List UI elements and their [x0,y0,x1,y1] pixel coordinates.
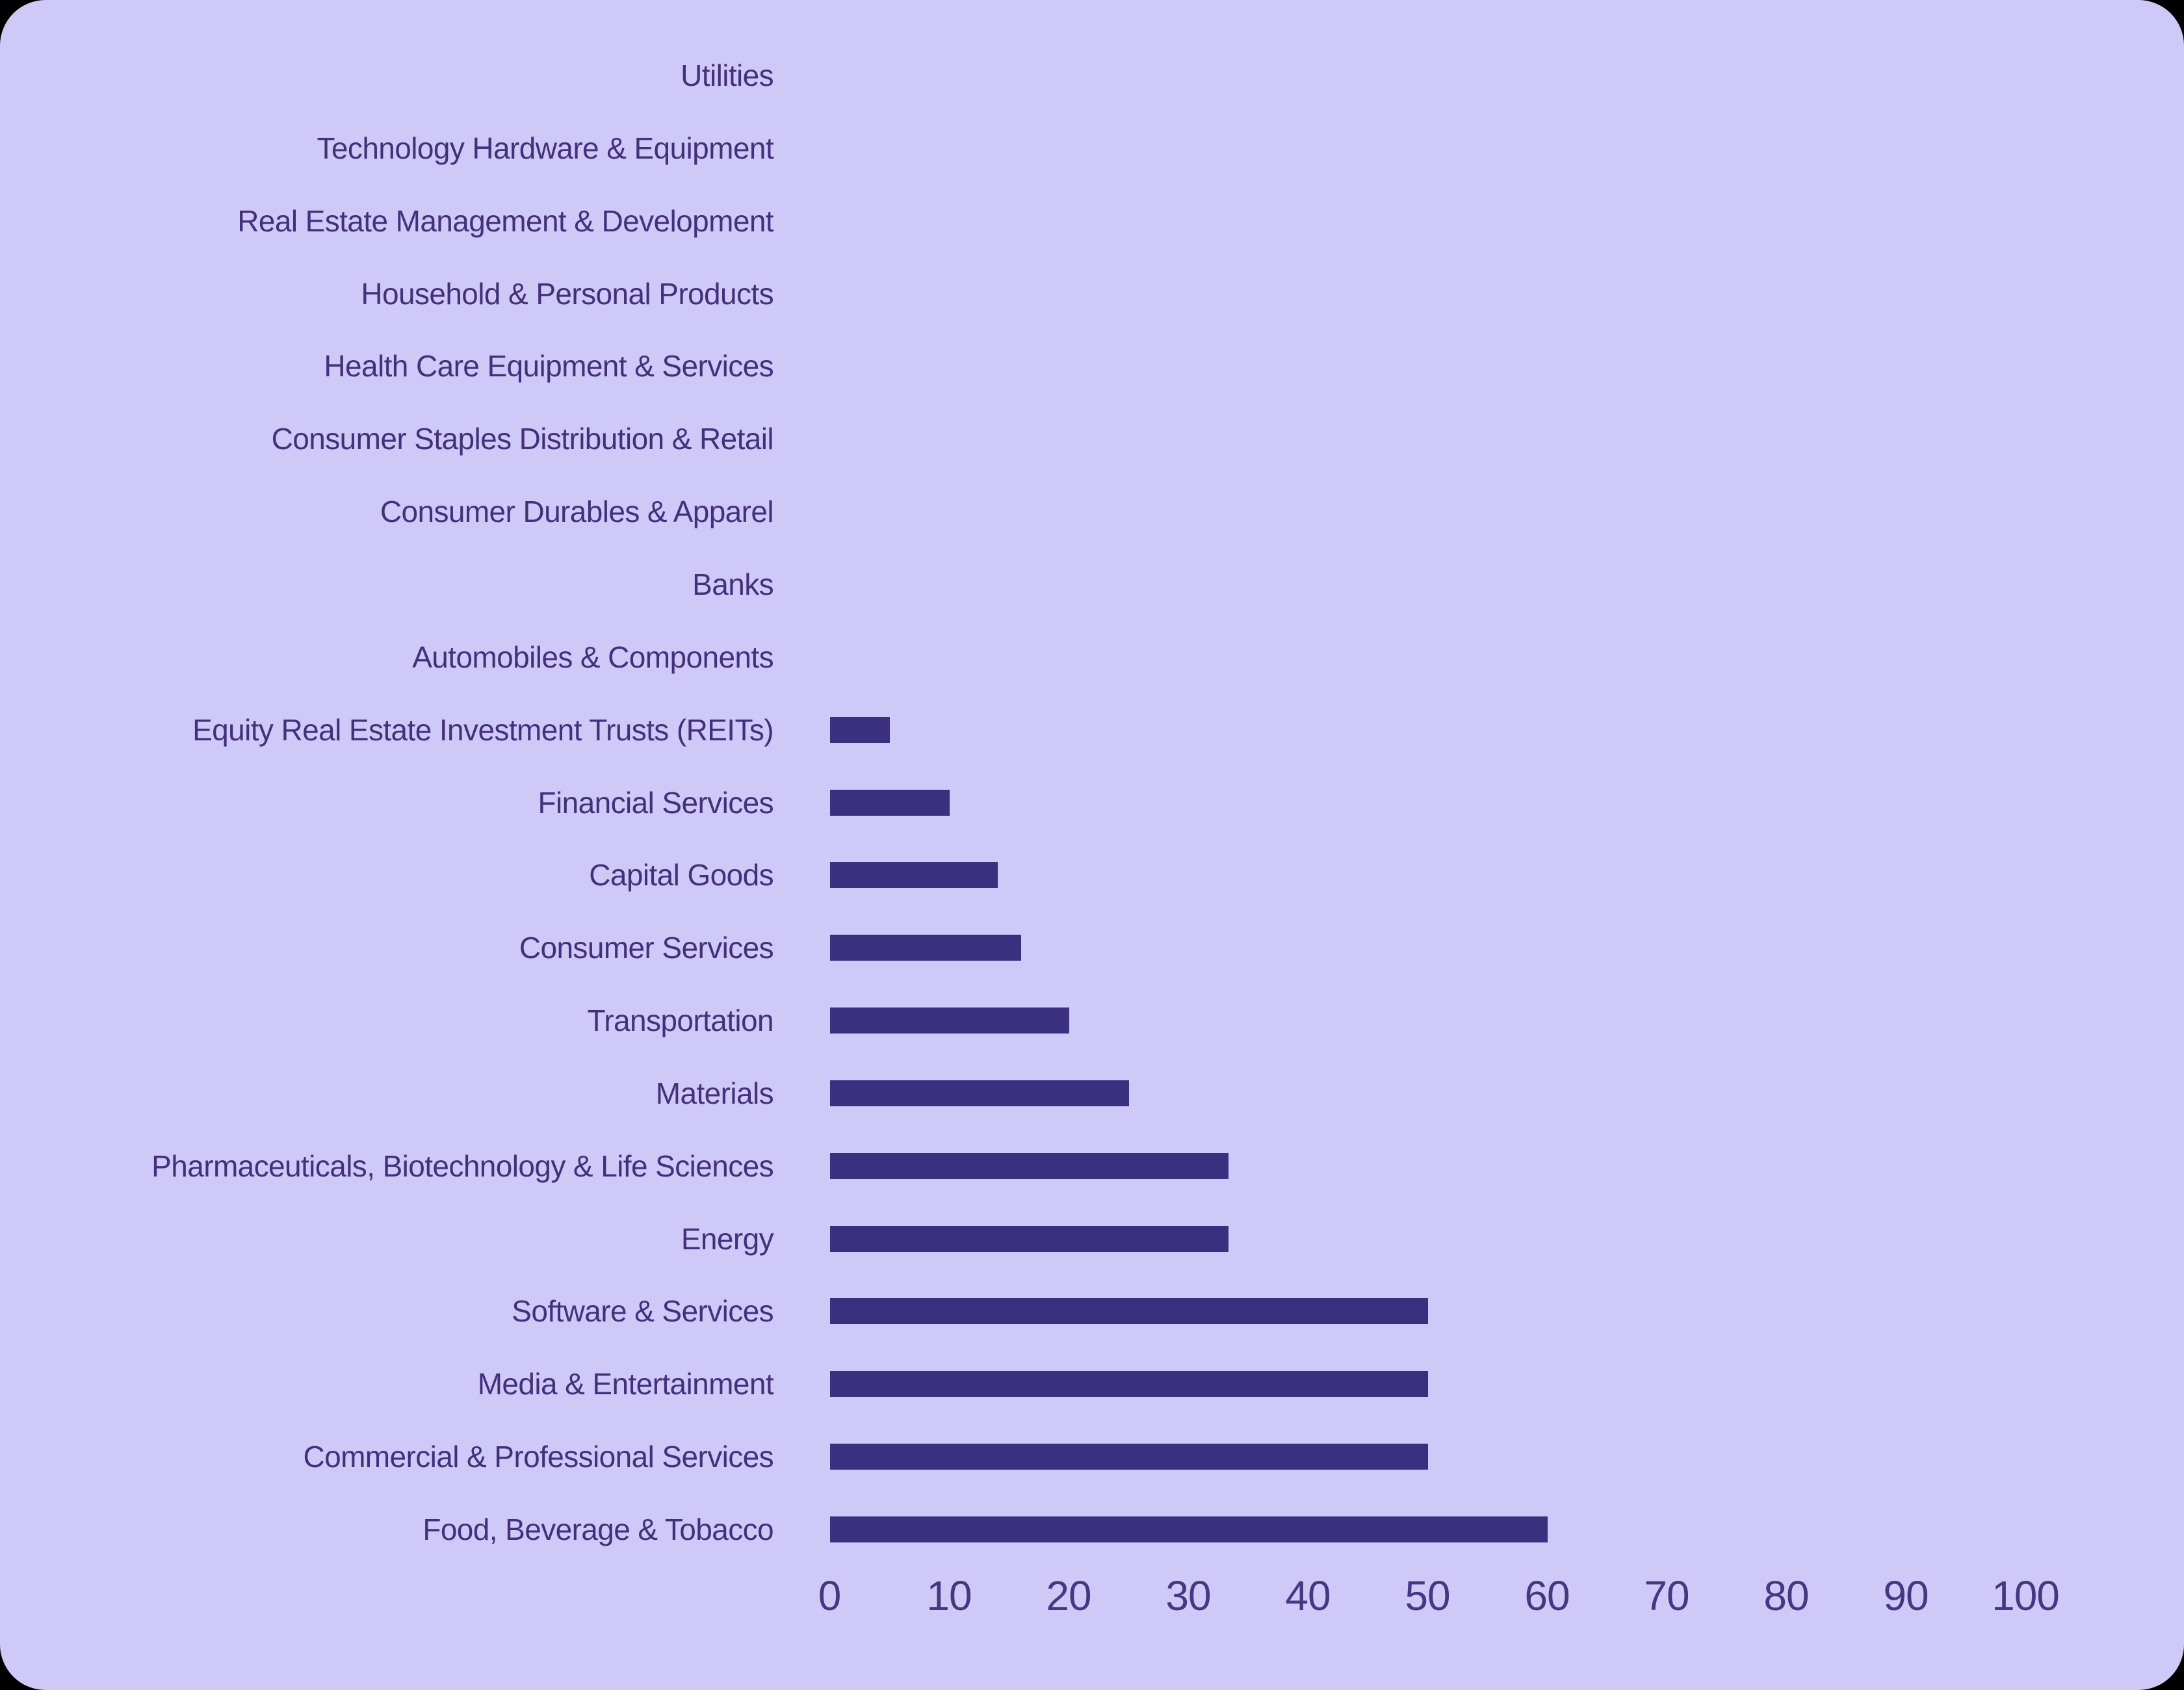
x-tick-label: 30 [1165,1572,1211,1619]
x-tick-label: 0 [818,1572,842,1619]
chart-row: Financial Services [0,766,2184,839]
category-label: Consumer Durables & Apparel [380,495,774,529]
category-label: Financial Services [538,785,774,820]
chart-row: Transportation [0,984,2184,1057]
chart-row: Pharmaceuticals, Biotechnology & Life Sc… [0,1130,2184,1202]
chart-row: Capital Goods [0,838,2184,911]
bar [830,1152,1228,1179]
category-label: Real Estate Management & Development [237,203,774,238]
chart-row: Health Care Equipment & Services [0,330,2184,402]
x-tick-label: 70 [1644,1572,1689,1619]
category-label: Health Care Equipment & Services [324,349,774,384]
bar [830,1298,1428,1325]
chart-row: Utilities [0,39,2184,112]
bar [830,935,1022,961]
x-tick-label: 90 [1883,1572,1929,1619]
chart-row: Consumer Services [0,911,2184,984]
x-tick-label: 40 [1285,1572,1331,1619]
chart-row: Real Estate Management & Development [0,185,2184,257]
category-label: Materials [655,1076,774,1110]
chart-row: Food, Beverage & Tobacco [0,1493,2184,1566]
chart-row: Consumer Durables & Apparel [0,475,2184,548]
x-tick-label: 20 [1046,1572,1091,1619]
chart-row: Banks [0,548,2184,621]
bar [830,716,890,743]
bar [830,1008,1069,1034]
x-tick-label: 100 [1992,1572,2060,1619]
chart-row: Materials [0,1057,2184,1130]
category-label: Automobiles & Components [412,640,774,674]
chart-row: Consumer Staples Distribution & Retail [0,402,2184,475]
category-label: Technology Hardware & Equipment [317,131,774,165]
x-axis: 0 10 20 30 40 50 60 70 80 90 100 [0,1565,2184,1630]
chart-row: Automobiles & Components [0,621,2184,694]
bar [830,1444,1428,1470]
category-label: Capital Goods [589,858,774,892]
category-label: Household & Personal Products [361,276,774,311]
category-label: Utilities [681,58,774,92]
category-label: Pharmaceuticals, Biotechnology & Life Sc… [151,1149,774,1183]
x-tick-label: 80 [1763,1572,1809,1619]
category-label: Consumer Staples Distribution & Retail [271,422,774,456]
chart-row: Equity Real Estate Investment Trusts (RE… [0,694,2184,766]
category-label: Media & Entertainment [477,1367,774,1401]
category-label: Food, Beverage & Tobacco [422,1513,774,1546]
chart-row: Media & Entertainment [0,1347,2184,1420]
category-label: Commercial & Professional Services [303,1440,774,1474]
x-tick-label: 10 [926,1572,972,1619]
bar [830,1371,1428,1398]
bar [830,1080,1129,1106]
category-label: Software & Services [512,1294,774,1329]
category-label: Transportation [587,1004,774,1038]
x-tick-label: 50 [1405,1572,1450,1619]
bar [830,789,950,816]
category-label: Energy [681,1221,774,1256]
chart-row: Energy [0,1202,2184,1275]
chart-row: Household & Personal Products [0,257,2184,330]
x-tick-label: 60 [1524,1572,1570,1619]
bar [830,862,998,889]
chart-row: Commercial & Professional Services [0,1420,2184,1493]
bar [830,1516,1548,1542]
category-label: Equity Real Estate Investment Trusts (RE… [192,712,774,747]
chart-row: Software & Services [0,1275,2184,1347]
bar [830,1225,1228,1252]
category-label: Consumer Services [519,931,774,965]
chart-row: Technology Hardware & Equipment [0,112,2184,185]
category-label: Banks [692,567,774,601]
